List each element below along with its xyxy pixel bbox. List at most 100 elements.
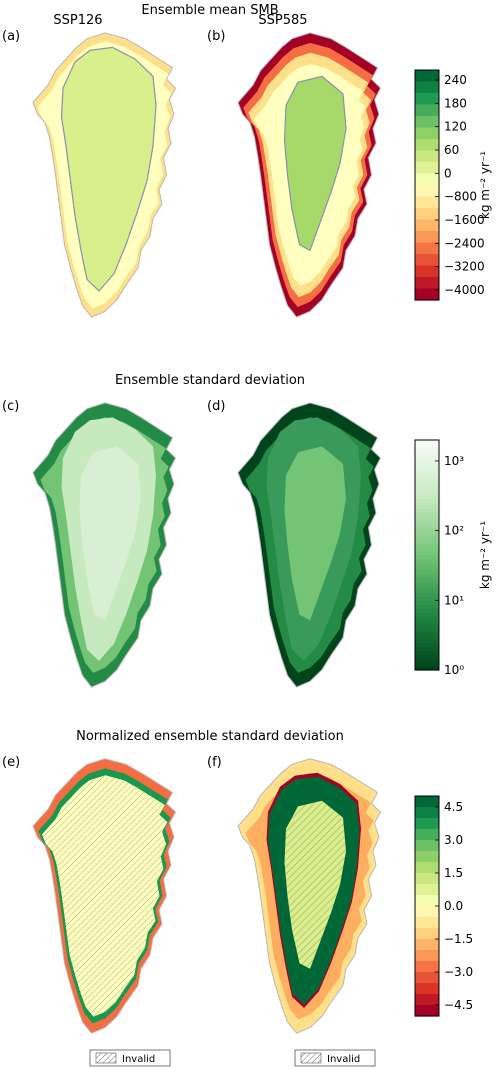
colorbar-label: kg m⁻² yr⁻¹ xyxy=(478,521,492,589)
colorbar-level xyxy=(415,474,439,479)
colorbar-level xyxy=(415,539,439,545)
colorbar-tick-label: −1.5 xyxy=(444,932,473,946)
colorbar-level xyxy=(415,443,439,449)
colorbar-level xyxy=(415,489,439,495)
colorbar-level xyxy=(415,994,439,1006)
colorbar-level xyxy=(415,631,439,637)
colorbar-level xyxy=(415,265,439,278)
figure-row: Ensemble mean SMB (a) SSP126 (b) SSP585 240 18… xyxy=(2,3,492,318)
colorbar-frame xyxy=(414,69,440,301)
colorbar-level xyxy=(415,219,439,232)
colorbar-level xyxy=(415,535,439,541)
colorbar-level xyxy=(415,597,439,602)
colorbar-level xyxy=(415,972,439,984)
coastline xyxy=(237,402,382,688)
colorbar-level xyxy=(415,532,439,537)
colorbar-level xyxy=(415,635,439,640)
colorbar-level xyxy=(415,593,439,598)
colorbar-level xyxy=(415,807,439,819)
colorbar-level xyxy=(415,558,439,564)
colorbar-level xyxy=(415,650,439,656)
map-field xyxy=(33,32,176,318)
map-field xyxy=(238,32,381,318)
colorbar-level xyxy=(415,906,439,918)
colorbar-level xyxy=(415,482,439,487)
colorbar-tick-label: −3.0 xyxy=(444,965,473,979)
colorbar-level xyxy=(415,950,439,962)
map-field xyxy=(238,402,381,688)
colorbar-level xyxy=(415,104,439,117)
colorbar-level xyxy=(415,624,439,629)
colorbar-level xyxy=(415,231,439,244)
colorbar-level xyxy=(415,616,439,621)
colorbar-level xyxy=(415,566,439,571)
colorbar-level xyxy=(415,70,439,83)
colorbar-level xyxy=(415,81,439,94)
colorbar-level xyxy=(415,578,439,583)
colorbar-tick-label: −2400 xyxy=(444,236,485,250)
colorbar-level xyxy=(415,455,439,460)
coastline xyxy=(237,758,382,1034)
colorbar-level xyxy=(415,277,439,290)
colorbar-tick-label: 180 xyxy=(444,96,467,110)
figure-row: Normalized ensemble standard deviation (e… xyxy=(2,729,473,1067)
coastline xyxy=(32,402,177,688)
colorbar-tick-label: −4.5 xyxy=(444,998,473,1012)
legend-label: Invalid xyxy=(327,1054,360,1065)
colorbar-level xyxy=(415,478,439,483)
colorbar-level xyxy=(415,196,439,209)
colorbar-tick-label: −800 xyxy=(444,190,477,204)
colorbar-level xyxy=(415,288,439,301)
legend-swatch xyxy=(300,1052,322,1064)
legend-swatch xyxy=(95,1052,117,1064)
colorbar-tick-label: 10¹ xyxy=(444,593,464,607)
panel-label: (d) xyxy=(207,399,225,414)
colorbar-level xyxy=(415,459,439,464)
colorbar-tick-label: 120 xyxy=(444,120,467,134)
row-title: Normalized ensemble standard deviation xyxy=(76,729,344,744)
colorbar-level xyxy=(415,895,439,907)
colorbar-level xyxy=(415,627,439,633)
map-field xyxy=(33,758,176,1034)
colorbar-level xyxy=(415,551,439,556)
colorbar-level xyxy=(415,829,439,841)
colorbar-level xyxy=(415,658,439,663)
colorbar-tick-label: 10⁰ xyxy=(444,663,464,677)
colorbar-level xyxy=(415,447,439,453)
colorbar-level xyxy=(415,928,439,940)
map-field xyxy=(238,758,381,1034)
colorbar-level xyxy=(415,127,439,140)
interior-zone xyxy=(61,47,156,292)
colorbar-level xyxy=(415,873,439,885)
colorbar-level xyxy=(415,585,439,591)
colorbar-level xyxy=(415,647,439,652)
colorbar-level xyxy=(415,643,439,648)
colorbar-level xyxy=(415,796,439,808)
colorbar-tick-label: 240 xyxy=(444,73,467,87)
panel-label: (e) xyxy=(2,755,20,770)
colorbar-level xyxy=(415,620,439,625)
colorbar-level xyxy=(415,555,439,560)
invalid-legend: Invalid xyxy=(294,1049,376,1067)
row-title: Ensemble mean SMB xyxy=(141,3,278,18)
invalid-legend: Invalid xyxy=(89,1049,171,1067)
row-title: Ensemble standard deviation xyxy=(115,373,305,388)
colorbar-level xyxy=(415,654,439,660)
colorbar: 4.5 3.0 1.5 0.0 −1.5 −3.0 −4.5 xyxy=(414,795,473,1017)
colorbar-level xyxy=(415,604,439,610)
colorbar-level xyxy=(415,208,439,221)
colorbar-level xyxy=(415,470,439,476)
colorbar-level xyxy=(415,840,439,852)
colorbar-level xyxy=(415,463,439,468)
colorbar-level xyxy=(415,961,439,973)
panel-label: (b) xyxy=(207,29,225,44)
colorbar-level xyxy=(415,501,439,506)
colorbar-level xyxy=(415,254,439,267)
coastline xyxy=(32,758,177,1034)
colorbar-level xyxy=(415,497,439,502)
colorbar-level xyxy=(415,528,439,533)
interior-zone xyxy=(284,76,346,251)
colorbar-tick-label: −3200 xyxy=(444,260,485,274)
coastline xyxy=(237,32,382,318)
